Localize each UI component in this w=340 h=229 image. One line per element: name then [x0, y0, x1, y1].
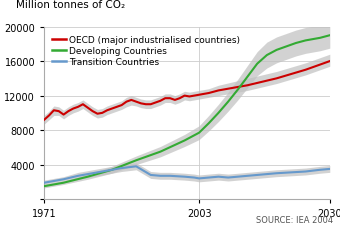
Legend: OECD (major industrialised countries), Developing Countries, Transition Countrie: OECD (major industrialised countries), D…	[49, 32, 244, 71]
Text: SOURCE: IEA 2004: SOURCE: IEA 2004	[256, 215, 333, 224]
Text: Million tonnes of CO₂: Million tonnes of CO₂	[16, 0, 125, 10]
